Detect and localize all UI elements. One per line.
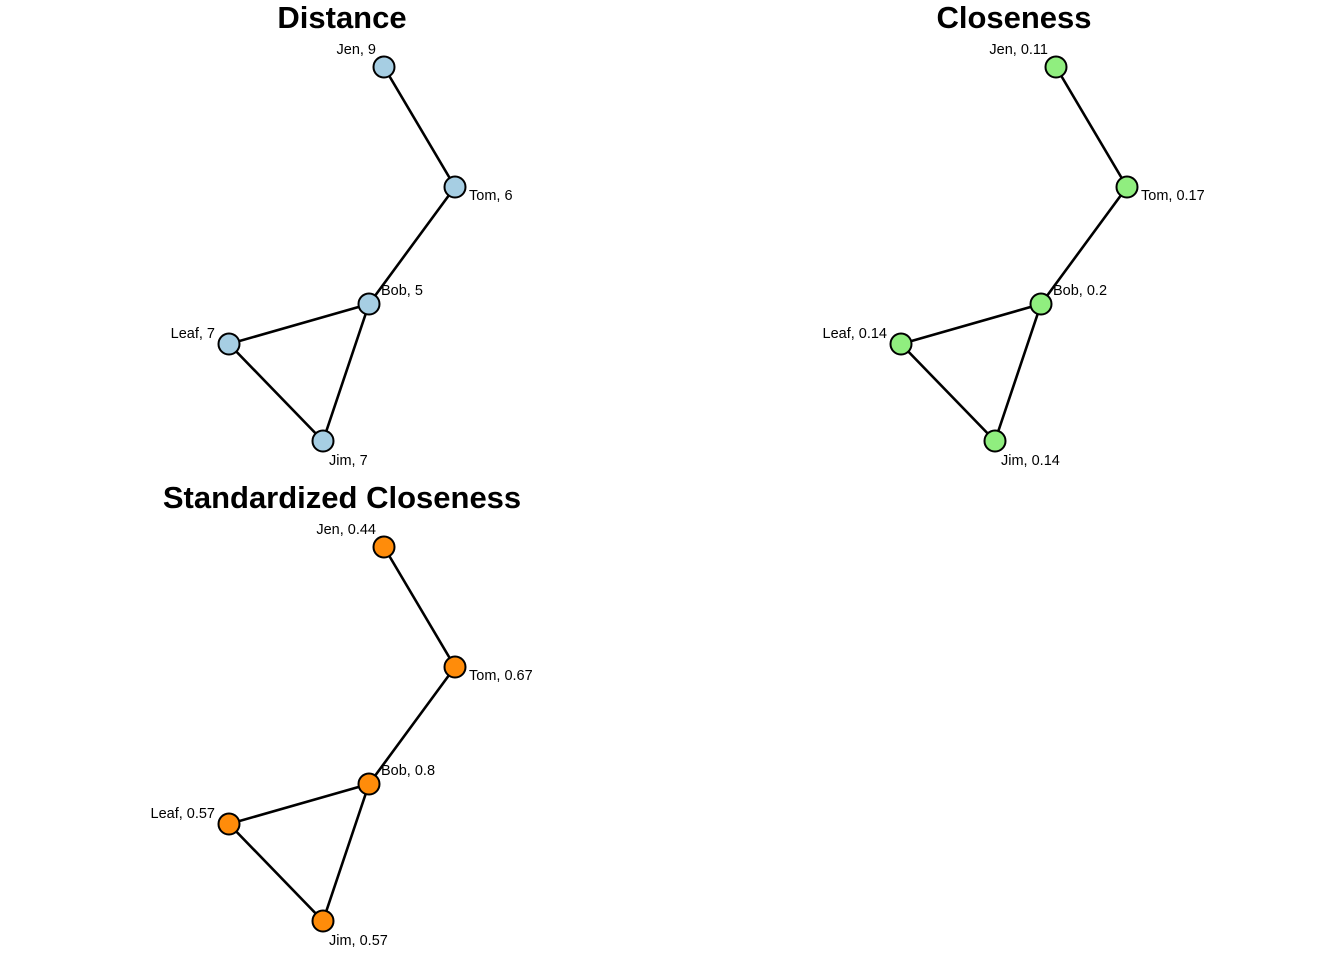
- node-bob: [357, 772, 381, 796]
- node-bob: [1029, 292, 1053, 316]
- edge-bob-leaf: [227, 782, 371, 826]
- node-label-tom: Tom, 0.67: [469, 668, 533, 684]
- node-label-tom: Tom, 6: [469, 188, 513, 204]
- panel-0: Distance Jen, 9 Tom, 6 Bob, 5 Leaf, 7 Jim, 7: [171, 0, 513, 469]
- node-jim: [311, 429, 335, 453]
- node-label-jim: Jim, 0.57: [329, 933, 388, 949]
- node-leaf: [217, 332, 241, 356]
- node-label-jen: Jen, 0.11: [989, 42, 1048, 58]
- edge-leaf-jim: [227, 822, 325, 923]
- edge-jen-tom: [382, 545, 457, 669]
- node-label-jim: Jim, 0.14: [1001, 453, 1060, 469]
- edge-bob-jim: [993, 302, 1043, 443]
- edge-bob-leaf: [899, 302, 1043, 346]
- node-jen: [372, 55, 396, 79]
- node-leaf: [889, 332, 913, 356]
- node-label-leaf: Leaf, 0.57: [151, 806, 216, 822]
- panel-title: Standardized Closeness: [163, 480, 521, 515]
- panel-title: Distance: [277, 0, 406, 35]
- node-jen: [372, 535, 396, 559]
- edge-tom-bob: [367, 665, 457, 786]
- panel-1: Closeness Jen, 0.11 Tom, 0.17 Bob, 0.2 Leaf,…: [823, 0, 1205, 469]
- edge-leaf-jim: [227, 342, 325, 443]
- panel-2: Standardized Closeness Jen, 0.44 Tom, 0.67…: [151, 480, 533, 949]
- node-label-jen: Jen, 0.44: [316, 522, 376, 538]
- node-jen: [1044, 55, 1068, 79]
- node-jim: [983, 429, 1007, 453]
- edge-bob-jim: [321, 782, 371, 923]
- node-leaf: [217, 812, 241, 836]
- node-tom: [443, 175, 467, 199]
- node-label-bob: Bob, 0.2: [1053, 283, 1107, 299]
- edge-bob-leaf: [227, 302, 371, 346]
- node-label-bob: Bob, 5: [381, 283, 423, 299]
- panel-title: Closeness: [936, 0, 1091, 35]
- node-label-leaf: Leaf, 7: [171, 326, 215, 342]
- node-label-jim: Jim, 7: [329, 453, 368, 469]
- edge-bob-jim: [321, 302, 371, 443]
- node-jim: [311, 909, 335, 933]
- node-label-tom: Tom, 0.17: [1141, 188, 1205, 204]
- edge-tom-bob: [1039, 185, 1129, 306]
- edge-jen-tom: [1054, 65, 1129, 189]
- node-label-bob: Bob, 0.8: [381, 763, 435, 779]
- node-label-leaf: Leaf, 0.14: [823, 326, 888, 342]
- node-bob: [357, 292, 381, 316]
- edge-leaf-jim: [899, 342, 997, 443]
- node-tom: [443, 655, 467, 679]
- node-label-jen: Jen, 9: [337, 42, 377, 58]
- edge-jen-tom: [382, 65, 457, 189]
- edge-tom-bob: [367, 185, 457, 306]
- node-tom: [1115, 175, 1139, 199]
